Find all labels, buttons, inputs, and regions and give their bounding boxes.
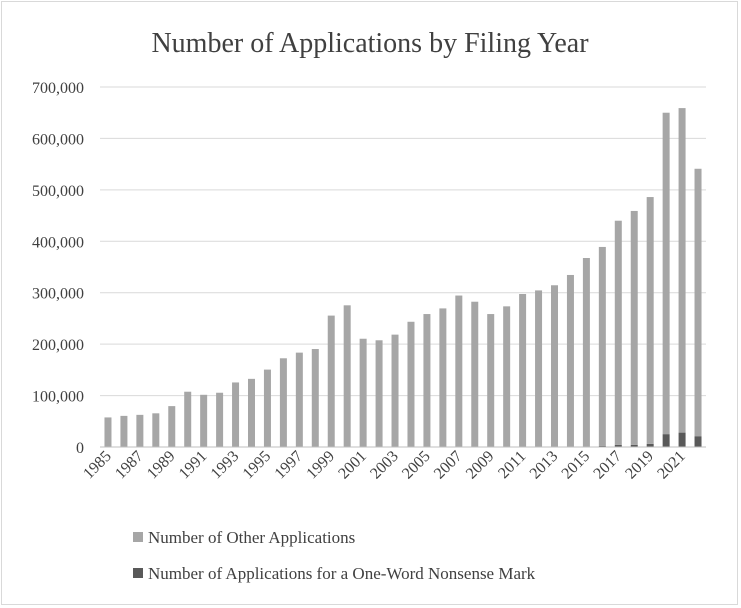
bar-other-applications-1989 [168,406,176,447]
legend: Number of Other Applications Number of A… [133,528,536,583]
y-tick-label: 700,000 [32,80,84,97]
y-tick-label: 400,000 [32,234,84,251]
bar-other-applications-2013 [551,285,558,447]
bar-other-applications-1997 [295,352,303,447]
bar-nonsense-mark-2019 [646,443,654,447]
bar-other-applications-2001 [359,338,367,447]
bar-nonsense-mark-2017 [614,444,622,447]
bar-other-applications-2002 [375,340,383,447]
x-tick-label: 2011 [495,448,529,482]
bar-other-applications-2012 [535,290,543,447]
bar-other-applications-1988 [152,413,160,447]
x-tick-label: 2017 [590,448,625,483]
x-tick-label: 2013 [527,448,562,483]
bar-nonsense-mark-2022 [694,436,702,447]
y-axis-tick-labels: 0 100,000 200,000 300,000 400,000 500,000 600,… [32,80,84,457]
x-tick-label: 1991 [176,448,211,483]
bar-other-applications-1987 [136,414,144,447]
bar-other-applications-2022 [694,168,702,437]
bar-other-applications-2004 [407,321,415,447]
bar-nonsense-mark-2021 [678,432,686,447]
x-tick-label: 2021 [654,448,689,483]
bar-other-applications-1992 [216,392,224,447]
bar-other-applications-2020 [662,112,670,435]
y-tick-label: 600,000 [32,131,84,148]
y-tick-label: 200,000 [32,337,84,354]
legend-swatch-other-applications [133,532,143,542]
bars [104,108,702,447]
legend-label-other-applications: Number of Other Applications [148,528,355,547]
x-tick-label: 2007 [431,448,466,483]
x-tick-label: 2003 [367,448,402,483]
legend-label-one-word-nonsense-mark: Number of Applications for a One-Word No… [148,564,536,583]
bar-nonsense-mark-2020 [662,434,670,447]
bar-other-applications-2019 [646,197,654,444]
x-tick-label: 1995 [240,448,275,483]
bar-other-applications-1993 [232,382,240,447]
chart-title: Number of Applications by Filing Year [151,28,589,59]
x-tick-label: 2019 [622,448,657,483]
bar-other-applications-2016 [598,246,606,446]
x-tick-label: 2005 [399,448,434,483]
bar-other-applications-2006 [439,308,447,447]
bar-other-applications-2011 [519,294,527,447]
legend-swatch-one-word-nonsense-mark [133,568,143,578]
x-axis-tick-labels: 1985198719891991199319951997199920012003… [80,448,689,483]
bar-other-applications-1996 [279,358,287,447]
bar-other-applications-2018 [630,210,638,445]
bar-other-applications-1995 [263,369,271,447]
x-tick-label: 2015 [559,448,594,483]
bar-other-applications-2005 [423,314,431,447]
x-tick-label: 2001 [335,448,370,483]
bar-other-applications-2015 [582,258,590,447]
bar-other-applications-1999 [327,315,335,447]
y-tick-label: 300,000 [32,286,84,303]
bar-other-applications-2008 [471,301,479,447]
bar-other-applications-2021 [678,108,686,433]
x-tick-label: 1985 [80,448,115,483]
bar-other-applications-1990 [184,391,192,447]
x-tick-label: 1989 [144,448,179,483]
bar-other-applications-2003 [391,334,399,447]
y-tick-label: 0 [76,440,84,457]
bar-other-applications-1998 [311,349,319,447]
x-tick-label: 1987 [112,448,147,483]
bar-other-applications-2010 [503,306,511,447]
bar-other-applications-1986 [120,415,128,447]
bar-other-applications-2017 [614,220,622,445]
x-tick-label: 1993 [208,448,243,483]
bar-other-applications-2007 [455,295,463,447]
y-tick-label: 500,000 [32,183,84,200]
y-tick-label: 100,000 [32,389,84,406]
x-tick-label: 2009 [463,448,498,483]
x-tick-label: 1997 [272,448,307,483]
bar-nonsense-mark-2018 [630,444,638,447]
bar-other-applications-1985 [104,417,112,447]
bar-other-applications-1991 [200,394,208,447]
bar-other-applications-1994 [248,378,255,447]
bar-other-applications-2009 [487,314,495,447]
bar-other-applications-2000 [343,305,351,447]
bar-other-applications-2014 [566,274,574,447]
x-tick-label: 1999 [303,448,338,483]
bar-nonsense-mark-2016 [598,445,606,447]
